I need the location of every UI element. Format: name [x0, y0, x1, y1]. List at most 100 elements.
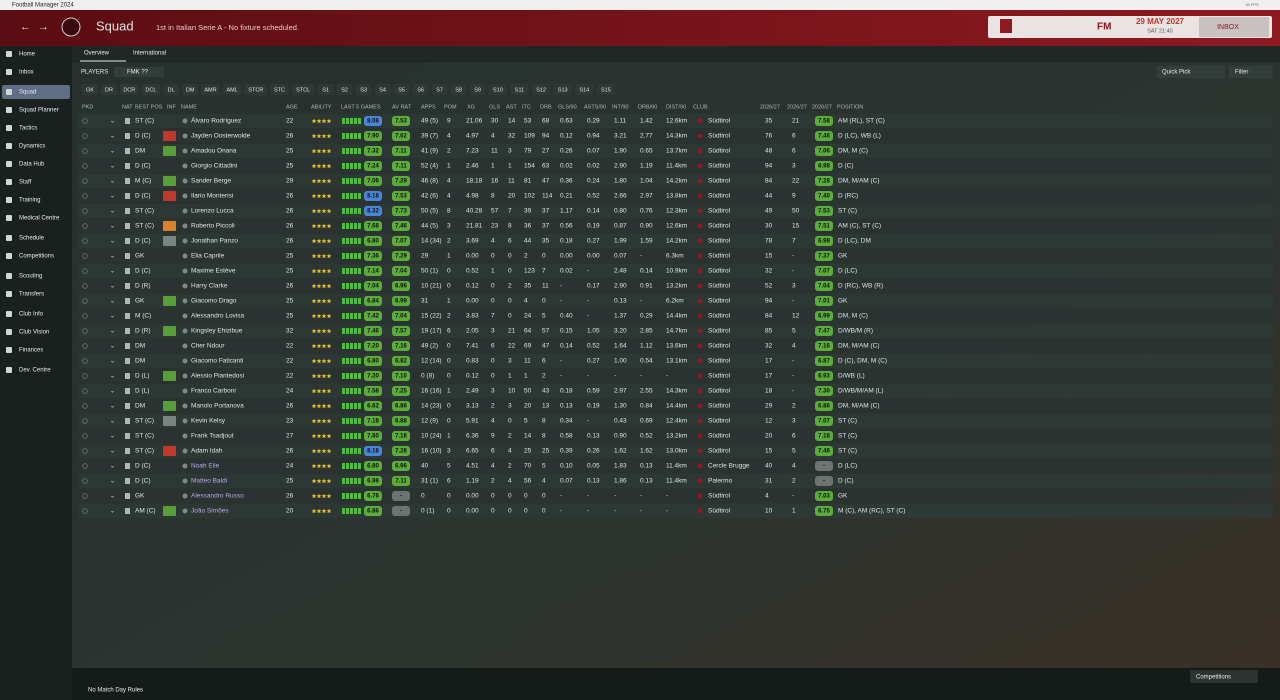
player-name[interactable]: Maxime Estève	[191, 268, 236, 275]
player-name[interactable]: Harry Clarke	[191, 283, 228, 290]
column-header[interactable]: GLS	[489, 104, 500, 110]
inbox-button[interactable]	[1199, 17, 1269, 37]
table-row[interactable]	[78, 489, 1273, 503]
column-header[interactable]: XG	[467, 104, 475, 110]
row-menu[interactable]: ⌄	[110, 254, 115, 260]
filter-chip[interactable]	[531, 84, 551, 95]
row-menu[interactable]: ⌄	[110, 194, 115, 200]
row-menu[interactable]: ⌄	[110, 359, 115, 365]
row-menu[interactable]: ⌄	[110, 464, 115, 470]
nav-item[interactable]: Tactics	[19, 126, 37, 132]
fm-logo[interactable]: FM	[1097, 22, 1111, 33]
nav-icon[interactable]	[6, 69, 12, 75]
row-menu[interactable]: ⌄	[110, 344, 115, 350]
nav-item[interactable]: Competitions	[19, 254, 54, 260]
column-header[interactable]: GLS/90	[558, 104, 577, 110]
player-name[interactable]: Matteo Baldi	[191, 478, 227, 485]
cell[interactable]: Südtirol	[708, 268, 731, 275]
nav-item[interactable]: Scouting	[19, 274, 42, 280]
row-menu[interactable]: ⌄	[110, 209, 115, 215]
row-menu[interactable]: ⌄	[110, 164, 115, 170]
row-menu[interactable]: ⌄	[110, 314, 115, 320]
nav-icon[interactable]	[6, 179, 12, 185]
row-menu[interactable]: ⌄	[110, 239, 115, 245]
column-header[interactable]: NAME	[181, 104, 197, 110]
column-header[interactable]: APPS	[421, 104, 436, 110]
filter-chip[interactable]	[431, 84, 448, 95]
filter-button[interactable]	[1229, 66, 1273, 78]
row-menu[interactable]: ⌄	[110, 374, 115, 380]
row-menu[interactable]: ⌄	[110, 449, 115, 455]
filter-chip[interactable]	[575, 84, 594, 95]
forward-button[interactable]: →	[38, 21, 49, 33]
cell[interactable]: Südtirol	[708, 313, 731, 320]
column-header[interactable]: 2026/27	[812, 104, 832, 110]
row-menu[interactable]: ⌄	[110, 509, 115, 515]
nav-item[interactable]: Transfers	[19, 292, 44, 298]
nav-icon[interactable]	[6, 329, 12, 335]
cell[interactable]: Cercle Brugge	[708, 463, 750, 470]
nav-item[interactable]: Squad	[19, 90, 36, 96]
filter-chip[interactable]	[270, 84, 289, 95]
filter-chip[interactable]	[355, 84, 372, 95]
player-name[interactable]: Alessio Piantedosi	[191, 373, 244, 380]
player-name[interactable]: Jonathan Panzo	[191, 238, 238, 245]
row-menu[interactable]: ⌄	[110, 494, 115, 500]
filter-chip[interactable]	[201, 84, 220, 95]
nav-item[interactable]: Club Info	[19, 312, 44, 318]
nav-item[interactable]: Squad Planner	[19, 108, 59, 114]
player-name[interactable]: Elia Caprile	[191, 253, 225, 260]
column-header[interactable]: NAT	[122, 104, 133, 110]
player-name[interactable]: Roberto Piccoli	[191, 223, 235, 230]
cell[interactable]: Südtirol	[708, 373, 731, 380]
filter-chip[interactable]	[317, 84, 334, 95]
nav-item[interactable]: Medical Centre	[19, 216, 60, 222]
row-menu[interactable]: ⌄	[110, 134, 115, 140]
cell[interactable]: Südtirol	[708, 493, 731, 500]
cell[interactable]: Südtirol	[708, 358, 731, 365]
player-name[interactable]: Jayden Oosterwolde	[191, 133, 251, 140]
nav-icon[interactable]	[6, 143, 12, 149]
cell[interactable]: Südtirol	[708, 283, 731, 290]
cell[interactable]: Südtirol	[708, 118, 731, 125]
cell[interactable]: Südtirol	[708, 508, 731, 515]
player-name[interactable]: Giacomo Faticanti	[191, 358, 243, 365]
nav-item[interactable]: Schedule	[19, 236, 45, 242]
cell[interactable]: Südtirol	[708, 193, 731, 200]
nav-icon[interactable]	[6, 273, 12, 279]
filter-chip[interactable]	[393, 84, 410, 95]
player-name[interactable]: Frank Tsadjout	[191, 433, 234, 440]
column-header[interactable]: POM	[444, 104, 457, 110]
nav-item[interactable]: Data Hub	[19, 162, 45, 168]
filter-chip[interactable]	[450, 84, 467, 95]
row-menu[interactable]: ⌄	[110, 434, 115, 440]
nav-item[interactable]: Dynamics	[19, 144, 45, 150]
filter-chip[interactable]	[374, 84, 391, 95]
nav-item[interactable]: Club Vision	[19, 330, 49, 336]
nav-icon[interactable]	[6, 161, 12, 167]
column-header[interactable]: AV RAT	[392, 104, 412, 110]
column-header[interactable]: 2026/27	[760, 104, 780, 110]
player-name[interactable]: Alessandro Russo	[191, 493, 244, 500]
nav-icon[interactable]	[6, 253, 12, 259]
row-menu[interactable]: ⌄	[110, 119, 115, 125]
nav-item[interactable]: Staff	[19, 180, 32, 186]
column-header[interactable]: DRB/90	[638, 104, 657, 110]
cell[interactable]: Südtirol	[708, 418, 731, 425]
column-header[interactable]: CLUB	[693, 104, 708, 110]
column-header[interactable]: ASTS/90	[584, 104, 606, 110]
cell[interactable]: Südtirol	[708, 328, 731, 335]
cell[interactable]: Südtirol	[708, 223, 731, 230]
column-header[interactable]: INT/90	[612, 104, 629, 110]
cell[interactable]: Südtirol	[708, 298, 731, 305]
player-name[interactable]: Cher Ndour	[191, 343, 225, 350]
column-header[interactable]: AGE	[286, 104, 298, 110]
cell[interactable]: Südtirol	[708, 238, 731, 245]
cell[interactable]: Südtirol	[708, 403, 731, 410]
row-menu[interactable]: ⌄	[110, 224, 115, 230]
nav-icon[interactable]	[6, 107, 12, 113]
player-name[interactable]: Amadou Onana	[191, 148, 237, 155]
quick-pick-button[interactable]	[1157, 66, 1225, 78]
column-header[interactable]: ITC	[522, 104, 531, 110]
column-header[interactable]: DIST/90	[666, 104, 686, 110]
